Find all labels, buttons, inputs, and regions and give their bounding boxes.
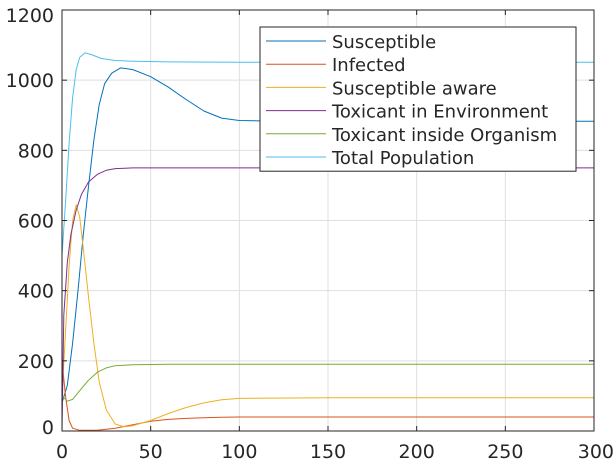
series-line-toxicant-inside-organism	[61, 363, 594, 402]
series-line-susceptible-aware	[61, 204, 594, 428]
x-tick-label: 50	[139, 441, 163, 463]
x-tick-label: 300	[578, 441, 614, 463]
legend-label: Toxicant in Environment	[331, 102, 548, 123]
x-tick-label: 200	[399, 441, 435, 463]
legend-label: Infected	[332, 55, 406, 76]
y-tick-label: 400	[18, 281, 54, 303]
x-tick-label: 150	[310, 441, 346, 463]
y-tick-label: 0	[42, 417, 54, 439]
y-tick-label: 1000	[6, 70, 54, 92]
legend-label: Total Population	[331, 148, 474, 169]
axis-ticks: 0 50 100 150 200 250 300 0 200 400 600 800 1000 1200	[6, 5, 614, 463]
legend-label: Toxicant inside Organism	[331, 125, 557, 146]
legend-box	[259, 26, 577, 172]
x-tick-label: 100	[221, 441, 257, 463]
legend-label: Susceptible aware	[332, 78, 497, 99]
y-tick-label: 600	[18, 211, 54, 233]
y-tick-label: 800	[18, 140, 54, 162]
x-tick-label: 0	[56, 441, 68, 463]
x-tick-label: 250	[487, 441, 523, 463]
y-tick-label: 200	[18, 351, 54, 373]
series-line-infected	[61, 360, 594, 431]
legend-label: Susceptible	[332, 32, 436, 53]
y-tick-label: 1200	[6, 5, 54, 27]
